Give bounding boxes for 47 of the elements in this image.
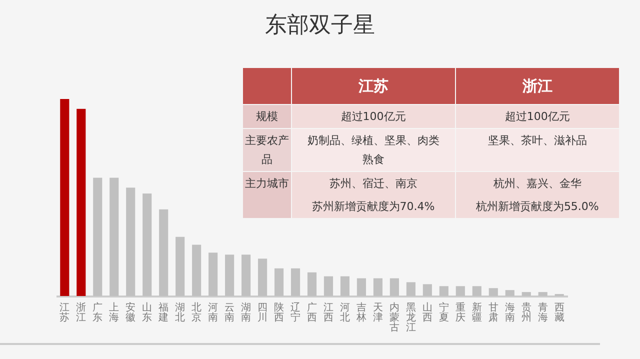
x-tick-label: 河北 [340, 302, 350, 324]
x-tick-label: 上海 [109, 302, 120, 324]
bar [76, 108, 86, 296]
x-tick-label: 云南 [224, 302, 235, 324]
text: 浙江 [455, 68, 620, 104]
x-tick-label: 河南 [208, 302, 218, 324]
annotation: 规模 [242, 104, 292, 128]
x-tick-label: 陕西 [274, 302, 284, 324]
x-tick-label: 安徽 [126, 302, 136, 324]
x-tick-label: 江西 [323, 302, 334, 324]
annotation: 主力城市 [242, 172, 292, 195]
x-tick-label: 黑龙江 [406, 302, 416, 334]
x-tick-label: 重庆 [455, 302, 466, 324]
x-tick-label: 内蒙古 [389, 302, 400, 334]
x-tick-label: 福建 [158, 302, 169, 324]
x-tick-label: 贵州 [521, 302, 532, 324]
x-tick-label: 甘肃 [488, 302, 498, 324]
bar [60, 99, 70, 296]
annotation: 杭州、嘉兴、金华 [455, 172, 620, 195]
x-tick-label: 四川 [258, 302, 268, 324]
x-tick-label: 宁夏 [438, 302, 449, 324]
x-tick-label: 广西 [307, 302, 317, 324]
text: 江苏 [291, 68, 456, 104]
x-tick-label: 北京 [192, 302, 202, 324]
chart-title: 东部双子星 [264, 12, 376, 40]
annotation: 苏州新增贡献度为70.4% [291, 195, 456, 218]
annotation: 奶制品、绿植、坚果、肉类熟食 [291, 128, 456, 172]
x-tick-label: 湖北 [175, 302, 186, 324]
annotation: 超过100亿元 [291, 104, 456, 128]
x-tick-label: 青海 [538, 302, 548, 324]
x-tick-label: 西藏 [554, 302, 564, 324]
x-tick-label: 湖南 [241, 302, 252, 324]
x-tick-label: 天津 [372, 302, 383, 324]
annotation: 坚果、茶叶、滋补品 [455, 128, 620, 172]
x-tick-label: 浙江 [76, 302, 86, 324]
annotation: 超过100亿元 [455, 104, 620, 128]
x-tick-label: 辽宁 [290, 302, 301, 324]
x-tick-label: 山西 [422, 302, 432, 324]
annotation: 主要农产品 [242, 128, 292, 172]
x-tick-label: 山东 [142, 302, 152, 324]
x-tick-label: 吉林 [355, 302, 366, 324]
x-tick-label: 江苏 [60, 302, 70, 324]
x-tick-label: 广东 [92, 302, 103, 324]
x-tick-label: 海南 [504, 302, 515, 324]
annotation: 杭州新增贡献度为55.0% [455, 195, 620, 218]
annotation: 苏州、宿迁、南京 [291, 172, 456, 195]
x-tick-label: 新疆 [472, 302, 482, 324]
